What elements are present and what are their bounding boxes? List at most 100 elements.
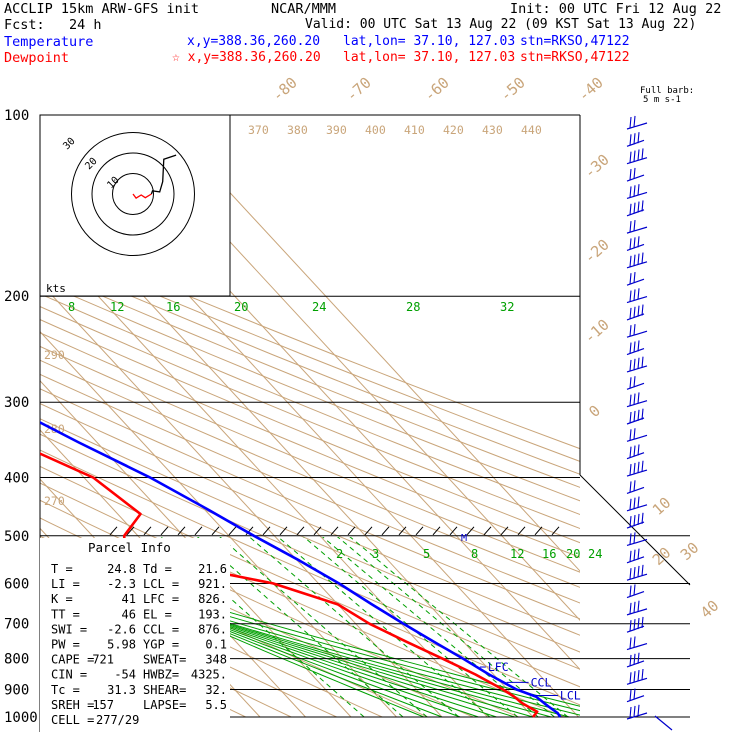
wind-barb [626, 382, 645, 390]
wind-barb-feather [633, 150, 636, 162]
isotherm-label: 10 [649, 494, 674, 519]
parcel-param-name: LFC = [143, 592, 179, 606]
wind-barb [626, 278, 645, 286]
parcel-param-value: 32. [205, 683, 227, 697]
wind-barb-feather [637, 288, 640, 300]
dewpoint-legend: Dewpoint [4, 50, 70, 66]
wind-barb-feather [637, 704, 640, 716]
dry-adiabat [40, 268, 580, 488]
tick-mark [296, 526, 305, 536]
wind-barb-feather [629, 238, 632, 250]
wind-barb-feather [629, 255, 632, 267]
isotherm-label: -20 [581, 236, 613, 268]
hodograph-low-level [132, 193, 152, 199]
wind-barb-surface [654, 715, 673, 731]
wind-barb-feather [633, 601, 636, 613]
parcel-param-name: CCL = [143, 622, 179, 636]
tick-mark [177, 526, 186, 536]
dry-adiabat [40, 293, 580, 516]
theta-e-label: 370 [248, 123, 269, 137]
parcel-param-name: K = [51, 592, 73, 606]
wind-barb-feather [629, 550, 632, 562]
mixing-ratio-label: 12 [510, 547, 524, 561]
tick-mark [483, 526, 492, 536]
isotherm-label: 0 [585, 402, 604, 421]
wind-barb-feather [633, 324, 636, 336]
wind-barb-feather [637, 409, 640, 421]
wind-barb-feather [633, 636, 636, 648]
isotherm-label: -30 [581, 151, 613, 183]
theta-e-label: 410 [404, 123, 425, 137]
wind-barb-feather [641, 460, 644, 472]
tick-mark [347, 526, 356, 536]
parcel-param-value: -2.3 [107, 577, 136, 591]
wind-barb-feather [633, 688, 636, 700]
parcel-param-value: 721 [92, 653, 114, 667]
parcel-info-title: Parcel Info [88, 540, 171, 555]
parcel-param-value: 4325. [191, 668, 227, 682]
mixing-ratio-label: 5 [423, 547, 430, 561]
parcel-param-name: TT = [51, 607, 80, 621]
dewpoint-xy: ☆ x,y=388.36,260.20 [172, 50, 321, 65]
parcel-param-value: 876. [198, 622, 227, 636]
theta-e-label: 440 [521, 123, 542, 137]
wind-barb [626, 452, 645, 460]
parcel-param-value: 826. [198, 592, 227, 606]
parcel-param-name: CIN = [51, 668, 87, 682]
mixing-ratio-label: 16 [542, 547, 556, 561]
hodograph-ring [91, 152, 175, 236]
wind-barb-feather [637, 513, 640, 525]
wind-barb-feather [629, 221, 632, 233]
mixing-ratio-label: 2 [336, 547, 343, 561]
dry-adiabat [40, 244, 580, 462]
moist-adiabat-label: 8 [68, 300, 75, 314]
wind-barb [626, 139, 645, 147]
parcel-param-name: SREH = [51, 698, 94, 712]
dry-adiabat [40, 418, 580, 653]
temperature-legend: Temperature [4, 34, 94, 50]
parcel-param-name: CAPE = [51, 653, 94, 667]
parcel-param-name: LAPSE= [143, 698, 186, 712]
hodograph-unit: kts [46, 282, 66, 295]
wind-barb-feather [637, 496, 640, 508]
barb-key-title: Full barb: [640, 86, 695, 96]
dry-adiabat [40, 359, 580, 588]
pressure-label: 600 [4, 576, 29, 592]
dry-adiabat [40, 433, 580, 670]
parcel-param-name: SWI = [51, 622, 87, 636]
wind-barb [626, 209, 645, 217]
wind-barb-feather [637, 253, 640, 265]
wind-barb-feather [629, 359, 632, 371]
moist-adiabat-label: 12 [110, 300, 124, 314]
dewpoint-station: stn=RKSO,47122 [520, 50, 630, 65]
wind-barb [626, 348, 645, 356]
wind-barb-feather [641, 304, 644, 316]
wind-barb-feather [629, 307, 632, 319]
mark-label: M [461, 533, 467, 544]
wind-barb [626, 174, 645, 182]
parcel-param-value: 5.98 [107, 638, 136, 652]
wind-barb-feather [633, 462, 636, 475]
pressure-label: 700 [4, 617, 29, 633]
dry-adiabat [40, 573, 337, 718]
dry-adiabat [40, 403, 580, 636]
wind-barb-feather [633, 341, 636, 353]
parcel-param-value: 348 [205, 653, 227, 667]
wind-barb-feather [637, 184, 640, 196]
wind-barb-feather [641, 512, 644, 524]
isotherm-label: -40 [575, 74, 607, 106]
theta-e-label: 430 [482, 123, 503, 137]
isotherm-label: 30 [677, 539, 702, 564]
tick-mark [194, 526, 203, 536]
tick-mark [381, 526, 390, 536]
wind-barb-feather [629, 689, 632, 701]
tick-mark [279, 526, 288, 536]
mixing-ratio-label: 24 [588, 547, 602, 561]
tick-mark [330, 526, 339, 536]
wind-barb-feather [633, 480, 636, 492]
temperature-station: stn=RKSO,47122 [520, 34, 630, 49]
tick-mark [109, 526, 118, 536]
center-label: NCAR/MMM [271, 1, 337, 17]
theta-e-label: 380 [287, 123, 308, 137]
